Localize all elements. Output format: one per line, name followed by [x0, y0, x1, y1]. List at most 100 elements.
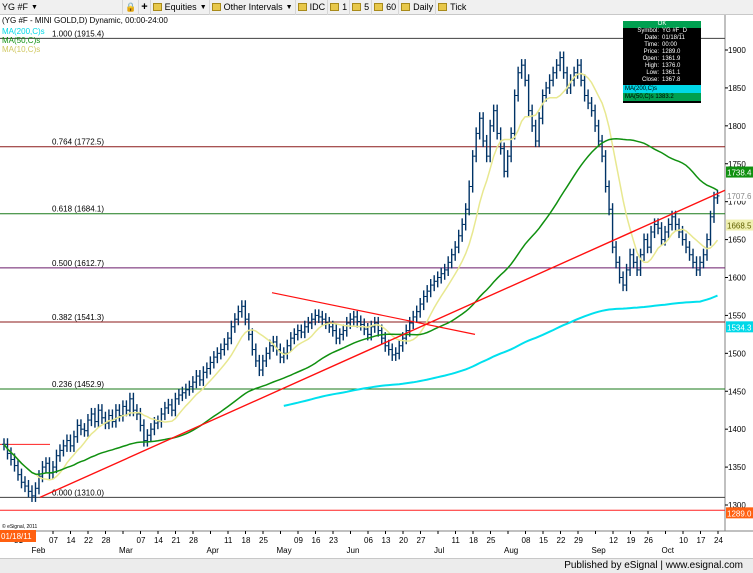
ma10-line [3, 72, 719, 481]
chevron-down-icon: ▼ [31, 3, 38, 11]
x-tick-label: 20 [399, 536, 408, 545]
y-tick-label: 1350 [728, 463, 746, 472]
x-tick-label: 22 [84, 536, 93, 545]
price-tag [726, 321, 753, 333]
folder-icon [438, 3, 448, 11]
x-tick-label: 25 [487, 536, 496, 545]
price-tag [726, 189, 753, 201]
other-intervals-label: Other Intervals [223, 2, 283, 12]
legend-ma50: MA(50,C)s [2, 36, 41, 45]
price-axis [725, 15, 753, 558]
plot-area [0, 15, 725, 531]
ma50-line [3, 138, 718, 476]
x-tick-label: 28 [102, 536, 111, 545]
chevron-down-icon: ▼ [199, 3, 207, 11]
toolbar: YG #F ▼ 🔒 + Equities ▼ Other Intervals ▼… [0, 0, 753, 15]
x-tick-label: Jun [347, 546, 360, 555]
data-value: 1367.8 [662, 77, 681, 83]
price-tag-label: 1289.0 [727, 509, 752, 518]
y-tick-label: 1300 [728, 501, 746, 510]
ma200-line [283, 294, 718, 407]
other-intervals-menu[interactable]: Other Intervals ▼ [208, 0, 295, 15]
x-tick-label: May [277, 546, 292, 555]
folder-icon [374, 3, 384, 11]
price-tag [726, 166, 753, 178]
fib-level-label: 0.618 (1684.1) [52, 205, 104, 214]
y-tick-label: 1900 [728, 46, 746, 55]
interval-daily[interactable]: Daily [398, 0, 435, 15]
date-tag [0, 530, 36, 542]
data-key: Low: [646, 70, 659, 76]
price-tag [726, 507, 753, 519]
legend-ma200: MA(200,C)s [2, 27, 45, 36]
fib-level-label: 0.382 (1541.3) [52, 313, 104, 322]
interval-1-label: 1 [342, 2, 348, 12]
data-value: 01/18/11 [662, 35, 685, 41]
x-tick-label: 15 [539, 536, 548, 545]
x-tick-label: Feb [32, 546, 46, 555]
y-tick-label: 1700 [728, 198, 746, 207]
trendline [271, 292, 476, 335]
x-tick-label: 13 [382, 536, 391, 545]
price-tag-label: 1534.3 [727, 323, 752, 332]
folder-icon [211, 3, 221, 11]
x-tick-label: 08 [522, 536, 531, 545]
interval-60[interactable]: 60 [371, 0, 398, 15]
add-button[interactable]: + [138, 0, 149, 15]
trendline [39, 189, 726, 499]
interval-5[interactable]: 5 [349, 0, 371, 15]
data-key: Date: [644, 35, 659, 41]
published-by-text: Published by eSignal | www.esignal.com [564, 560, 743, 571]
x-tick-label: 29 [574, 536, 583, 545]
x-tick-label: 27 [417, 536, 426, 545]
x-tick-label: 22 [557, 536, 566, 545]
x-tick-label: Sep [592, 546, 607, 555]
x-tick-label: 10 [679, 536, 688, 545]
folder-icon [401, 3, 411, 11]
interval-tick[interactable]: Tick [435, 0, 468, 15]
x-tick-label: Aug [504, 546, 518, 555]
x-tick-label: Mar [119, 546, 133, 555]
status-bar: Published by eSignal | www.esignal.com [0, 558, 753, 573]
x-tick-label: 14 [67, 536, 76, 545]
x-tick-label: 07 [137, 536, 146, 545]
equities-menu[interactable]: Equities ▼ [149, 0, 209, 15]
fib-level-label: 0.500 (1612.7) [52, 259, 104, 268]
x-tick-label: 07 [49, 536, 58, 545]
y-tick-label: 1500 [728, 349, 746, 358]
chevron-down-icon: ▼ [285, 3, 293, 11]
data-key: Close: [641, 77, 659, 83]
x-tick-label: 26 [644, 536, 653, 545]
y-tick-label: 1750 [728, 160, 746, 169]
data-key: Time: [644, 42, 659, 48]
plus-icon: + [141, 1, 148, 13]
x-tick-label: 11 [224, 536, 233, 545]
fib-level-label: 0.236 (1452.9) [52, 380, 104, 389]
x-tick-label: Apr [207, 546, 220, 555]
x-tick-label: 25 [259, 536, 268, 545]
price-tag-label: 1738.4 [727, 169, 752, 178]
y-tick-label: 1850 [728, 84, 746, 93]
data-ma50: MA(50,C)s 1383.2 [623, 93, 701, 101]
symbol-selector[interactable]: YG #F ▼ [0, 0, 122, 15]
data-value: 1361.9 [662, 56, 681, 62]
folder-icon [297, 3, 307, 11]
interval-5-label: 5 [364, 2, 370, 12]
interval-1[interactable]: 1 [327, 0, 349, 15]
y-tick-label: 1550 [728, 311, 746, 320]
interval-idc[interactable]: IDC [294, 0, 328, 15]
price-chart[interactable]: 1300 1350 1400 1450 1500 1550 1600 1650 1700 1750… [0, 15, 753, 558]
interval-tick-label: Tick [450, 2, 467, 12]
chart-title: (YG #F - MINI GOLD,D) Dynamic, 00:00-24:… [2, 16, 168, 25]
date-tag-label: 01/18/11 [1, 532, 32, 541]
cursor-data-window[interactable]: OK Symbol: YG #F_D Date: 01/18/11 Time: 00:… [623, 21, 701, 103]
data-key: High: [644, 63, 659, 69]
x-tick-label: Jul [434, 546, 444, 555]
interval-60-label: 60 [386, 2, 397, 12]
data-value: 1289.0 [662, 49, 681, 55]
folder-icon [330, 3, 340, 11]
x-tick-label: 18 [242, 536, 251, 545]
lock-button[interactable]: 🔒 [122, 0, 138, 15]
y-tick-label: 1400 [728, 425, 746, 434]
data-value: 00:00 [662, 42, 678, 48]
